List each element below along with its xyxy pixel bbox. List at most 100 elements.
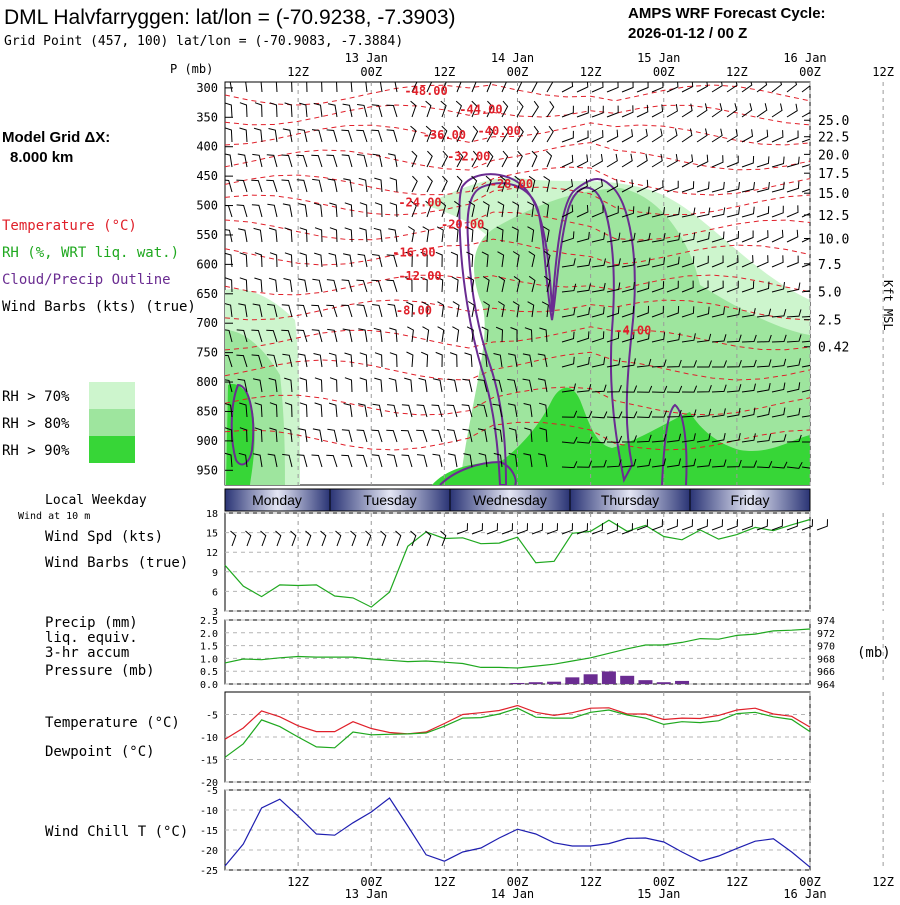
wind-barb bbox=[269, 427, 278, 443]
wind-barb bbox=[269, 102, 278, 118]
wind-barb bbox=[328, 252, 338, 268]
wind-barb bbox=[666, 154, 678, 168]
wind-barb bbox=[508, 353, 518, 368]
wind-barb bbox=[726, 207, 740, 218]
height-tick-label: 5.0 bbox=[818, 285, 841, 300]
wind-barb bbox=[512, 201, 520, 218]
wind-barb bbox=[406, 351, 414, 368]
wind-barb bbox=[591, 306, 605, 318]
wind-barb bbox=[771, 229, 784, 243]
wind-barb bbox=[801, 340, 810, 343]
wind-barb bbox=[666, 332, 681, 343]
precip-bar bbox=[601, 671, 616, 684]
wind-barb bbox=[284, 402, 293, 418]
wind-barb bbox=[284, 227, 293, 243]
wind-barb bbox=[591, 459, 607, 468]
temperature-contour-label: -48.00 bbox=[404, 84, 447, 98]
wind-barb bbox=[651, 359, 667, 368]
wind-barb bbox=[711, 384, 727, 393]
wind-barb bbox=[326, 304, 338, 318]
wind-barb bbox=[651, 128, 663, 143]
y-tick-label: 12 bbox=[206, 548, 218, 559]
wind-barb bbox=[696, 408, 712, 418]
wind-barb bbox=[483, 301, 490, 318]
wind-barb bbox=[268, 128, 278, 143]
wind-barb bbox=[621, 331, 635, 343]
wind-barb bbox=[225, 102, 233, 118]
height-tick-label: 12.5 bbox=[818, 209, 849, 224]
wind-barb bbox=[225, 379, 233, 393]
wind-barb bbox=[696, 231, 710, 243]
wind-barb bbox=[651, 104, 664, 118]
wind-barb bbox=[481, 251, 489, 268]
wind-barb bbox=[508, 452, 518, 468]
pressure-tick-label: 900 bbox=[196, 434, 218, 448]
wind-barb bbox=[492, 379, 503, 393]
wind-barb bbox=[254, 427, 263, 443]
wind-barb bbox=[741, 103, 753, 118]
temperature-contour bbox=[225, 326, 810, 351]
wind-barb bbox=[606, 282, 621, 293]
wind-barb bbox=[451, 226, 459, 243]
wind-barb bbox=[726, 384, 742, 393]
right-tick-label: 968 bbox=[817, 654, 835, 665]
wind-barb bbox=[801, 364, 810, 368]
wind-barb bbox=[386, 129, 398, 143]
temperature-contour-label: -20.00 bbox=[441, 217, 484, 231]
right-tick-label: 970 bbox=[817, 642, 835, 653]
wind-barb bbox=[531, 100, 540, 118]
temperature-contour bbox=[225, 166, 810, 196]
wind-barb bbox=[467, 301, 475, 318]
wind-barb bbox=[741, 383, 756, 393]
wind-barb bbox=[477, 404, 488, 418]
wind-barb bbox=[651, 180, 664, 193]
wind-barb bbox=[312, 278, 323, 293]
wind-barb bbox=[299, 252, 308, 268]
wind-barb bbox=[561, 331, 575, 343]
wind-barb bbox=[531, 82, 538, 93]
wind-barb bbox=[498, 301, 505, 318]
wind-barb bbox=[253, 127, 263, 143]
temperature-contours bbox=[225, 84, 810, 451]
temperature-contour-label: -36.00 bbox=[423, 128, 466, 142]
wind-barb bbox=[741, 433, 756, 443]
wind-barb bbox=[328, 352, 338, 368]
wind-barb bbox=[576, 179, 588, 193]
time-tick-label: 00Z bbox=[653, 65, 675, 79]
wind-barb bbox=[371, 104, 383, 118]
wind-barb bbox=[576, 356, 590, 368]
wind-barb bbox=[335, 82, 338, 93]
wind-barb bbox=[461, 404, 473, 418]
wind-barb bbox=[786, 282, 801, 293]
series-line bbox=[224, 518, 811, 608]
wind-barb bbox=[801, 519, 813, 531]
wind-barb bbox=[681, 519, 693, 531]
wind-barb bbox=[756, 433, 772, 443]
y-tick-label: -10 bbox=[200, 733, 218, 744]
y-tick-label: 1.5 bbox=[200, 642, 218, 653]
wind-barb bbox=[298, 203, 308, 218]
wind-barb bbox=[411, 150, 418, 168]
wind-barb bbox=[236, 354, 248, 368]
wind-barb bbox=[282, 353, 293, 368]
wind-barb bbox=[621, 411, 638, 419]
wind-barb bbox=[501, 100, 509, 118]
weekday-name: Wednesday bbox=[473, 492, 547, 508]
wind-barb bbox=[711, 432, 726, 443]
wind-barb bbox=[786, 181, 800, 193]
rh-level-label: RH > 70% bbox=[2, 389, 70, 405]
wind-barb bbox=[486, 82, 492, 93]
rh-level-label: RH > 90% bbox=[2, 443, 70, 459]
wind-barb bbox=[576, 331, 590, 343]
time-tick-label: 00Z bbox=[799, 65, 821, 79]
wind-barb bbox=[466, 226, 474, 243]
wind-barb bbox=[817, 409, 831, 417]
wind-barb bbox=[606, 258, 621, 268]
wind-barb bbox=[771, 255, 784, 268]
wind-barb bbox=[498, 275, 506, 293]
wind-barb bbox=[410, 200, 417, 218]
wind-barb bbox=[236, 179, 248, 193]
wind-barb bbox=[481, 226, 489, 243]
wind-barb bbox=[681, 306, 695, 318]
wind-barb bbox=[636, 153, 648, 168]
